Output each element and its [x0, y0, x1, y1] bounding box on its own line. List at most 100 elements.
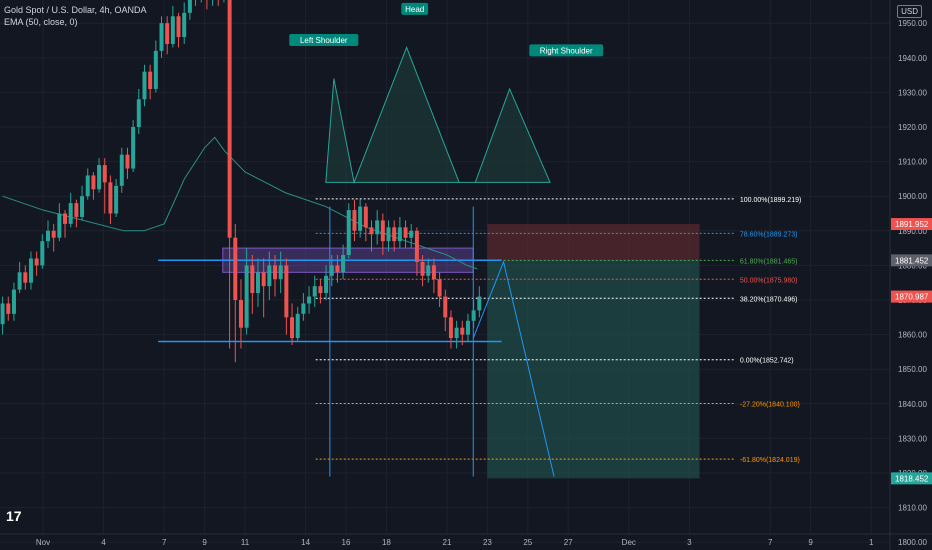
- candle-body: [238, 300, 243, 328]
- candle-body: [125, 154, 130, 169]
- candle-body: [91, 175, 96, 190]
- take-profit-zone: [487, 260, 700, 479]
- candle-body: [284, 265, 289, 318]
- y-tick-label: 1830.00: [898, 434, 927, 443]
- x-tick-label: 21: [443, 538, 452, 547]
- pattern-label: Left Shoulder: [300, 36, 348, 45]
- candle-body: [324, 275, 329, 294]
- fib-level-label: 100.00%(1899.219): [740, 197, 802, 204]
- candle-body: [301, 303, 306, 314]
- candle-body: [63, 213, 68, 224]
- candle-body: [80, 196, 85, 217]
- x-tick-label: 9: [202, 538, 207, 547]
- x-tick-label: 7: [162, 538, 167, 547]
- x-tick-label: 11: [241, 538, 250, 547]
- candle-body: [380, 220, 385, 242]
- candle-body: [375, 220, 380, 235]
- candle-body: [23, 272, 28, 283]
- candle-body: [403, 227, 408, 238]
- candle-body: [153, 50, 158, 89]
- candle-body: [477, 296, 482, 311]
- x-tick-label: 18: [382, 538, 391, 547]
- ema-indicator-label[interactable]: EMA (50, close, 0): [4, 17, 78, 27]
- pattern-label-bg: [529, 44, 604, 57]
- candle-body: [176, 16, 181, 38]
- candle-body: [307, 296, 312, 304]
- candle-body: [448, 317, 453, 339]
- candle-body: [329, 265, 334, 276]
- x-tick-label: 14: [301, 538, 310, 547]
- candle-body: [409, 230, 414, 238]
- fib-level-label: 38.20%(1870.496): [740, 296, 798, 303]
- x-tick-label: 27: [564, 538, 573, 547]
- pattern-label: Head: [405, 5, 424, 14]
- price-axis-tag-text: 1870.987: [895, 293, 929, 302]
- candle-body: [148, 71, 153, 89]
- x-tick-label: 7: [768, 538, 773, 547]
- candle-body: [40, 241, 45, 266]
- stop-loss-zone: [487, 224, 700, 261]
- fib-level-label: 61.80%(1881.465): [740, 258, 798, 265]
- candle-body: [261, 272, 266, 287]
- candle-body: [11, 289, 16, 314]
- candle-body: [335, 265, 340, 273]
- candle-body: [392, 227, 397, 242]
- candle-body: [454, 327, 459, 339]
- y-tick-label: 1860.00: [898, 331, 927, 340]
- candle-body: [165, 23, 170, 44]
- x-tick-label: 9: [808, 538, 813, 547]
- fib-level-label: 50.00%(1875.980): [740, 277, 798, 284]
- y-tick-label: 1930.00: [898, 88, 927, 97]
- x-tick-label: 23: [483, 538, 492, 547]
- candle-body: [341, 255, 346, 273]
- projection-arrow: [472, 260, 555, 477]
- candle-body: [182, 12, 187, 38]
- candle-body: [74, 203, 79, 217]
- candle-body: [369, 227, 374, 235]
- tradingview-logo: 17: [6, 508, 22, 524]
- candle-body: [397, 227, 402, 242]
- candle-body: [102, 165, 107, 183]
- candle-body: [437, 279, 442, 297]
- candle-body: [471, 310, 476, 321]
- y-tick-label: 1900.00: [898, 192, 927, 201]
- price-axis-tag-text: 1818.452: [895, 474, 929, 483]
- x-tick-label: 3: [687, 538, 692, 547]
- candle-body: [255, 272, 260, 294]
- candle-body: [312, 286, 317, 297]
- price-axis-tag: [891, 218, 932, 231]
- y-tick-label: 1800.00: [898, 538, 927, 547]
- candle-body: [431, 265, 436, 280]
- y-tick-label: 1840.00: [898, 400, 927, 409]
- ema-line: [2, 136, 478, 270]
- candle-body: [227, 0, 232, 238]
- chart-legend: Gold Spot / U.S. Dollar, 4h, OANDA EMA (…: [4, 4, 147, 28]
- symbol-title[interactable]: Gold Spot / U.S. Dollar, 4h, OANDA: [4, 5, 147, 15]
- x-tick-label: Nov: [36, 538, 50, 547]
- candle-body: [85, 175, 90, 197]
- price-axis-tag-text: 1881.452: [895, 256, 929, 265]
- y-tick-label: 1850.00: [898, 365, 927, 374]
- candle-body: [51, 230, 56, 238]
- candle-body: [114, 185, 119, 214]
- candle-body: [295, 313, 300, 339]
- candle-body: [420, 261, 425, 276]
- candle-body: [267, 265, 272, 287]
- candle-body: [443, 296, 448, 318]
- price-axis-tag: [891, 254, 932, 267]
- candle-body: [28, 258, 33, 283]
- candle-body: [363, 206, 368, 228]
- price-axis-tag: [891, 290, 932, 303]
- candle-body: [6, 303, 11, 314]
- y-tick-label: 1810.00: [898, 504, 927, 513]
- candle-body: [346, 210, 351, 256]
- candle-body: [170, 16, 175, 44]
- candle-body: [97, 165, 102, 190]
- currency-button[interactable]: USD: [897, 5, 922, 18]
- y-tick-label: 1910.00: [898, 158, 927, 167]
- candle-body: [318, 286, 323, 294]
- y-tick-label: 1940.00: [898, 54, 927, 63]
